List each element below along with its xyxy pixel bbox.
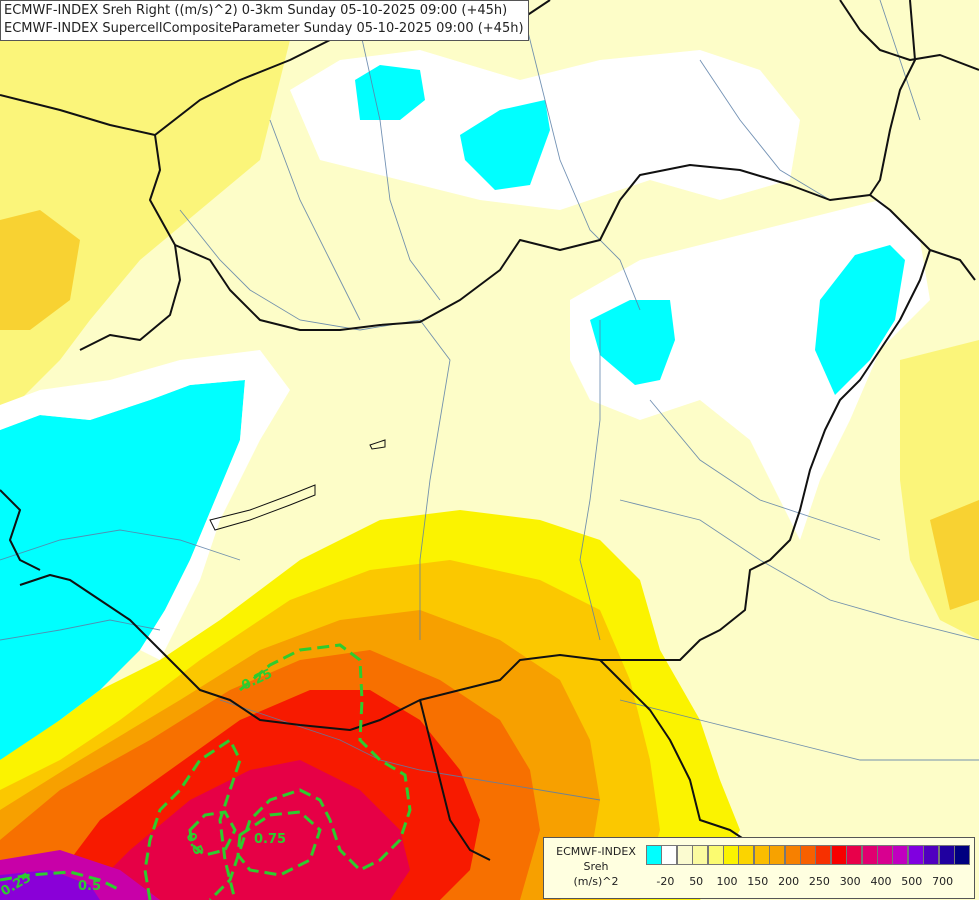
- field-orange-east: [930, 500, 979, 610]
- field-cyan-north2: [460, 100, 550, 190]
- legend-swatch: [692, 845, 709, 865]
- field-yellow-west: [0, 0, 300, 420]
- legend-swatch: [676, 845, 693, 865]
- field-purple-south: [0, 870, 100, 900]
- legend-model: ECMWF-INDEX: [556, 845, 636, 858]
- legend-tick-label: 400: [870, 875, 892, 888]
- contour-label: 0.5: [78, 879, 101, 894]
- legend-tick-label: 300: [839, 875, 861, 888]
- scp-contours: [0, 643, 412, 900]
- legend-tick-label: 200: [778, 875, 800, 888]
- field-cyan-east2: [815, 245, 905, 395]
- legend-param: Sreh: [583, 860, 609, 873]
- legend-swatch: [954, 845, 970, 865]
- legend-tick-label: 150: [747, 875, 769, 888]
- lake-small: [369, 439, 386, 450]
- legend-tick-label: 700: [932, 875, 954, 888]
- legend-tick-label: -20: [656, 875, 675, 888]
- color-legend: ECMWF-INDEX Sreh (m/s)^2 -20 50 100 150 200 2…: [543, 837, 975, 899]
- legend-swatch: [769, 845, 786, 865]
- legend-swatch: [861, 845, 878, 865]
- field-orange-west: [0, 210, 80, 330]
- legend-swatch: [923, 845, 940, 865]
- legend-swatch: [800, 845, 816, 865]
- legend-swatch: [738, 845, 755, 865]
- legend-swatch: [723, 845, 739, 865]
- legend-swatch: [892, 845, 909, 865]
- legend-swatch: [784, 845, 801, 865]
- lake-balaton: [209, 484, 316, 531]
- title-line-scp: ECMWF-INDEX SupercellCompositeParameter …: [4, 21, 524, 36]
- legend-swatch: [646, 845, 662, 865]
- field-cyan-west: [0, 380, 245, 760]
- legend-swatch: [846, 845, 863, 865]
- legend-swatch: [753, 845, 770, 865]
- legend-tick-label: 500: [901, 875, 923, 888]
- legend-tick-label: 100: [716, 875, 738, 888]
- field-cyan-east1: [590, 300, 675, 385]
- map-title-box: ECMWF-INDEX Sreh Right ((m/s)^2) 0-3km S…: [0, 0, 529, 41]
- legend-swatch: [877, 845, 893, 865]
- field-white-band: [0, 350, 290, 660]
- legend-swatch: [707, 845, 724, 865]
- legend-swatch: [938, 845, 955, 865]
- legend-swatch: [830, 845, 847, 865]
- legend-label: ECMWF-INDEX Sreh (m/s)^2: [548, 844, 644, 889]
- legend-tick-label: 250: [808, 875, 830, 888]
- legend-unit: (m/s)^2: [573, 875, 619, 888]
- legend-swatch: [907, 845, 924, 865]
- legend-swatch: [661, 845, 678, 865]
- title-line-sreh: ECMWF-INDEX Sreh Right ((m/s)^2) 0-3km S…: [4, 3, 508, 18]
- field-cyan-north1: [355, 65, 425, 120]
- contour-label: 0.75: [254, 832, 286, 847]
- legend-tick-label: 50: [689, 875, 704, 888]
- legend-swatch: [815, 845, 832, 865]
